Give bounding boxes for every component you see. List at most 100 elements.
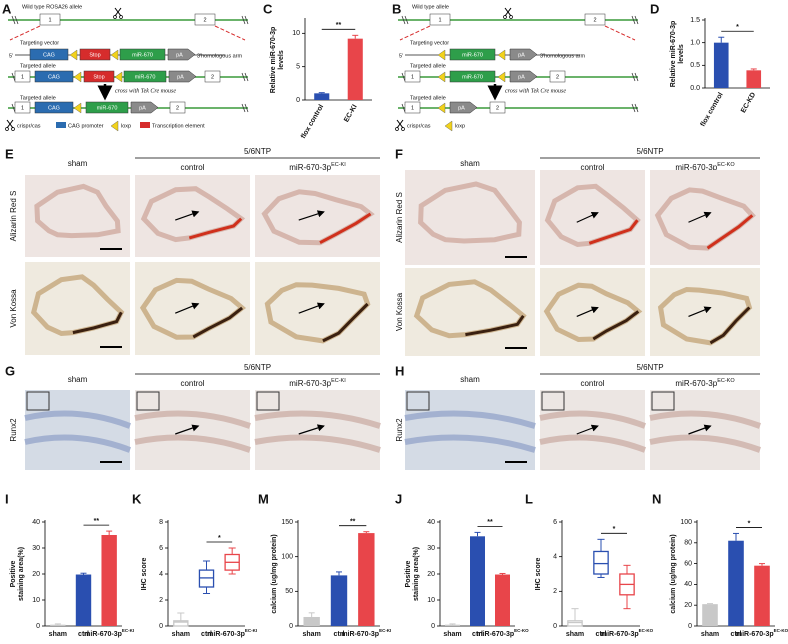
break-mark [244,72,249,82]
calcification [192,306,244,339]
y-axis-label: calcium (ug/mg protein) [670,534,677,613]
y-tick-label: 0 [289,623,293,630]
bar [347,38,363,100]
gene-label: CAG [48,105,60,111]
x-tick-label: ctrl [334,631,345,638]
y-tick-label: 80 [684,540,692,547]
gene-box [169,101,186,114]
inset [541,391,565,411]
y-tick-label: 6 [159,545,163,552]
micrograph [650,170,760,265]
superscript: EC-KO [774,628,788,633]
x-tick-label: sham [443,631,461,638]
label: Wild type ROSA26 allele [22,4,82,10]
x-tick-label: miR-670-3pEC-KI [207,628,257,638]
micrograph [540,390,645,470]
column-label: miR-670-3p [289,379,331,388]
loxp [110,120,119,132]
column-label: miR-670-3pEC-KI [289,378,346,388]
label: Targeted allele [20,63,56,69]
y-tick-label: 20 [684,602,692,609]
label: sham [460,159,480,168]
arrow [175,210,200,221]
y-tick-label: 0 [159,623,163,630]
vessel-wall [254,434,381,453]
y-tick-label: 10 [32,597,40,604]
label: cross with Tek Cre mouse [505,88,566,94]
calcification [709,306,751,345]
gene-label: 2 [211,74,214,80]
bar [50,624,66,626]
micrograph [255,390,380,470]
break-mark [14,15,19,25]
scissors [396,119,404,129]
y-tick-label: 40 [32,519,40,526]
scissors [509,15,513,19]
superscript: EC-KI [331,378,346,384]
label: sham [460,375,480,384]
x-tick-label: flox control [300,103,325,140]
gene-box [584,13,606,26]
calcification [188,217,243,240]
break-mark [631,15,636,25]
vessel-wall [34,183,121,239]
significance-label: ** [336,22,342,29]
x-tick-label: sham [443,631,461,638]
arrow [576,211,599,223]
scissors [5,127,9,131]
y-tick-label: 0 [688,623,692,630]
break-mark [401,15,406,25]
bar [330,575,348,626]
arrow [175,424,200,435]
y-axis-label: staining area(%) [413,547,420,601]
x-tick-label: ctrl [201,631,212,638]
gene-label: 1 [21,74,24,80]
x-tick-label: sham [172,631,190,638]
vessel-wall [24,434,132,453]
x-tick-label: miR-670-3p [341,631,379,638]
row-label: Von Kossa [9,289,18,328]
gene-box [119,48,166,61]
bar [746,70,762,88]
break-mark [241,103,246,113]
y-axis-label: IHC score [535,558,542,591]
break-mark [11,72,16,82]
label: Targeting vector [20,40,59,46]
label: Targeted allele [410,95,446,101]
inset [406,391,430,411]
row-label: Runx2 [395,418,404,442]
gene-box [34,101,74,114]
scissors [503,15,507,19]
x-tick-label: flox control [699,91,724,128]
loxp [69,49,78,61]
y-tick-label: 100 [680,519,692,526]
gene-label: pA [518,52,525,58]
break-mark [241,15,246,25]
x-tick-label: miR-670-3p [84,631,122,638]
superscript: EC-KO [717,378,735,384]
gene-label: pA [458,105,465,111]
x-tick-label: flox control [300,103,325,140]
column-label: miR-670-3p [675,379,717,388]
gene-box [123,70,167,83]
label: 5/6NTP [244,363,271,372]
loxp [444,120,453,132]
gene-label: pA [518,74,525,80]
gene-box [14,101,31,114]
bar [713,42,729,88]
loxp [114,71,123,83]
y-tick-label: 30 [427,545,435,552]
y-tick-label: 40 [684,581,692,588]
micrograph [25,390,130,470]
gene-label: miR-670 [462,74,483,80]
y-tick-label: 8 [159,519,163,526]
gene-label: 1 [438,17,441,23]
vessel-wall [649,410,762,429]
break-mark [631,103,636,113]
x-tick-label: sham [303,631,321,638]
x-tick-label: ctrl [334,631,345,638]
break-mark [634,15,639,25]
y-tick-label: 5 [296,64,300,71]
calcification [319,212,372,245]
row-label: Alizarin Red S [395,192,404,243]
